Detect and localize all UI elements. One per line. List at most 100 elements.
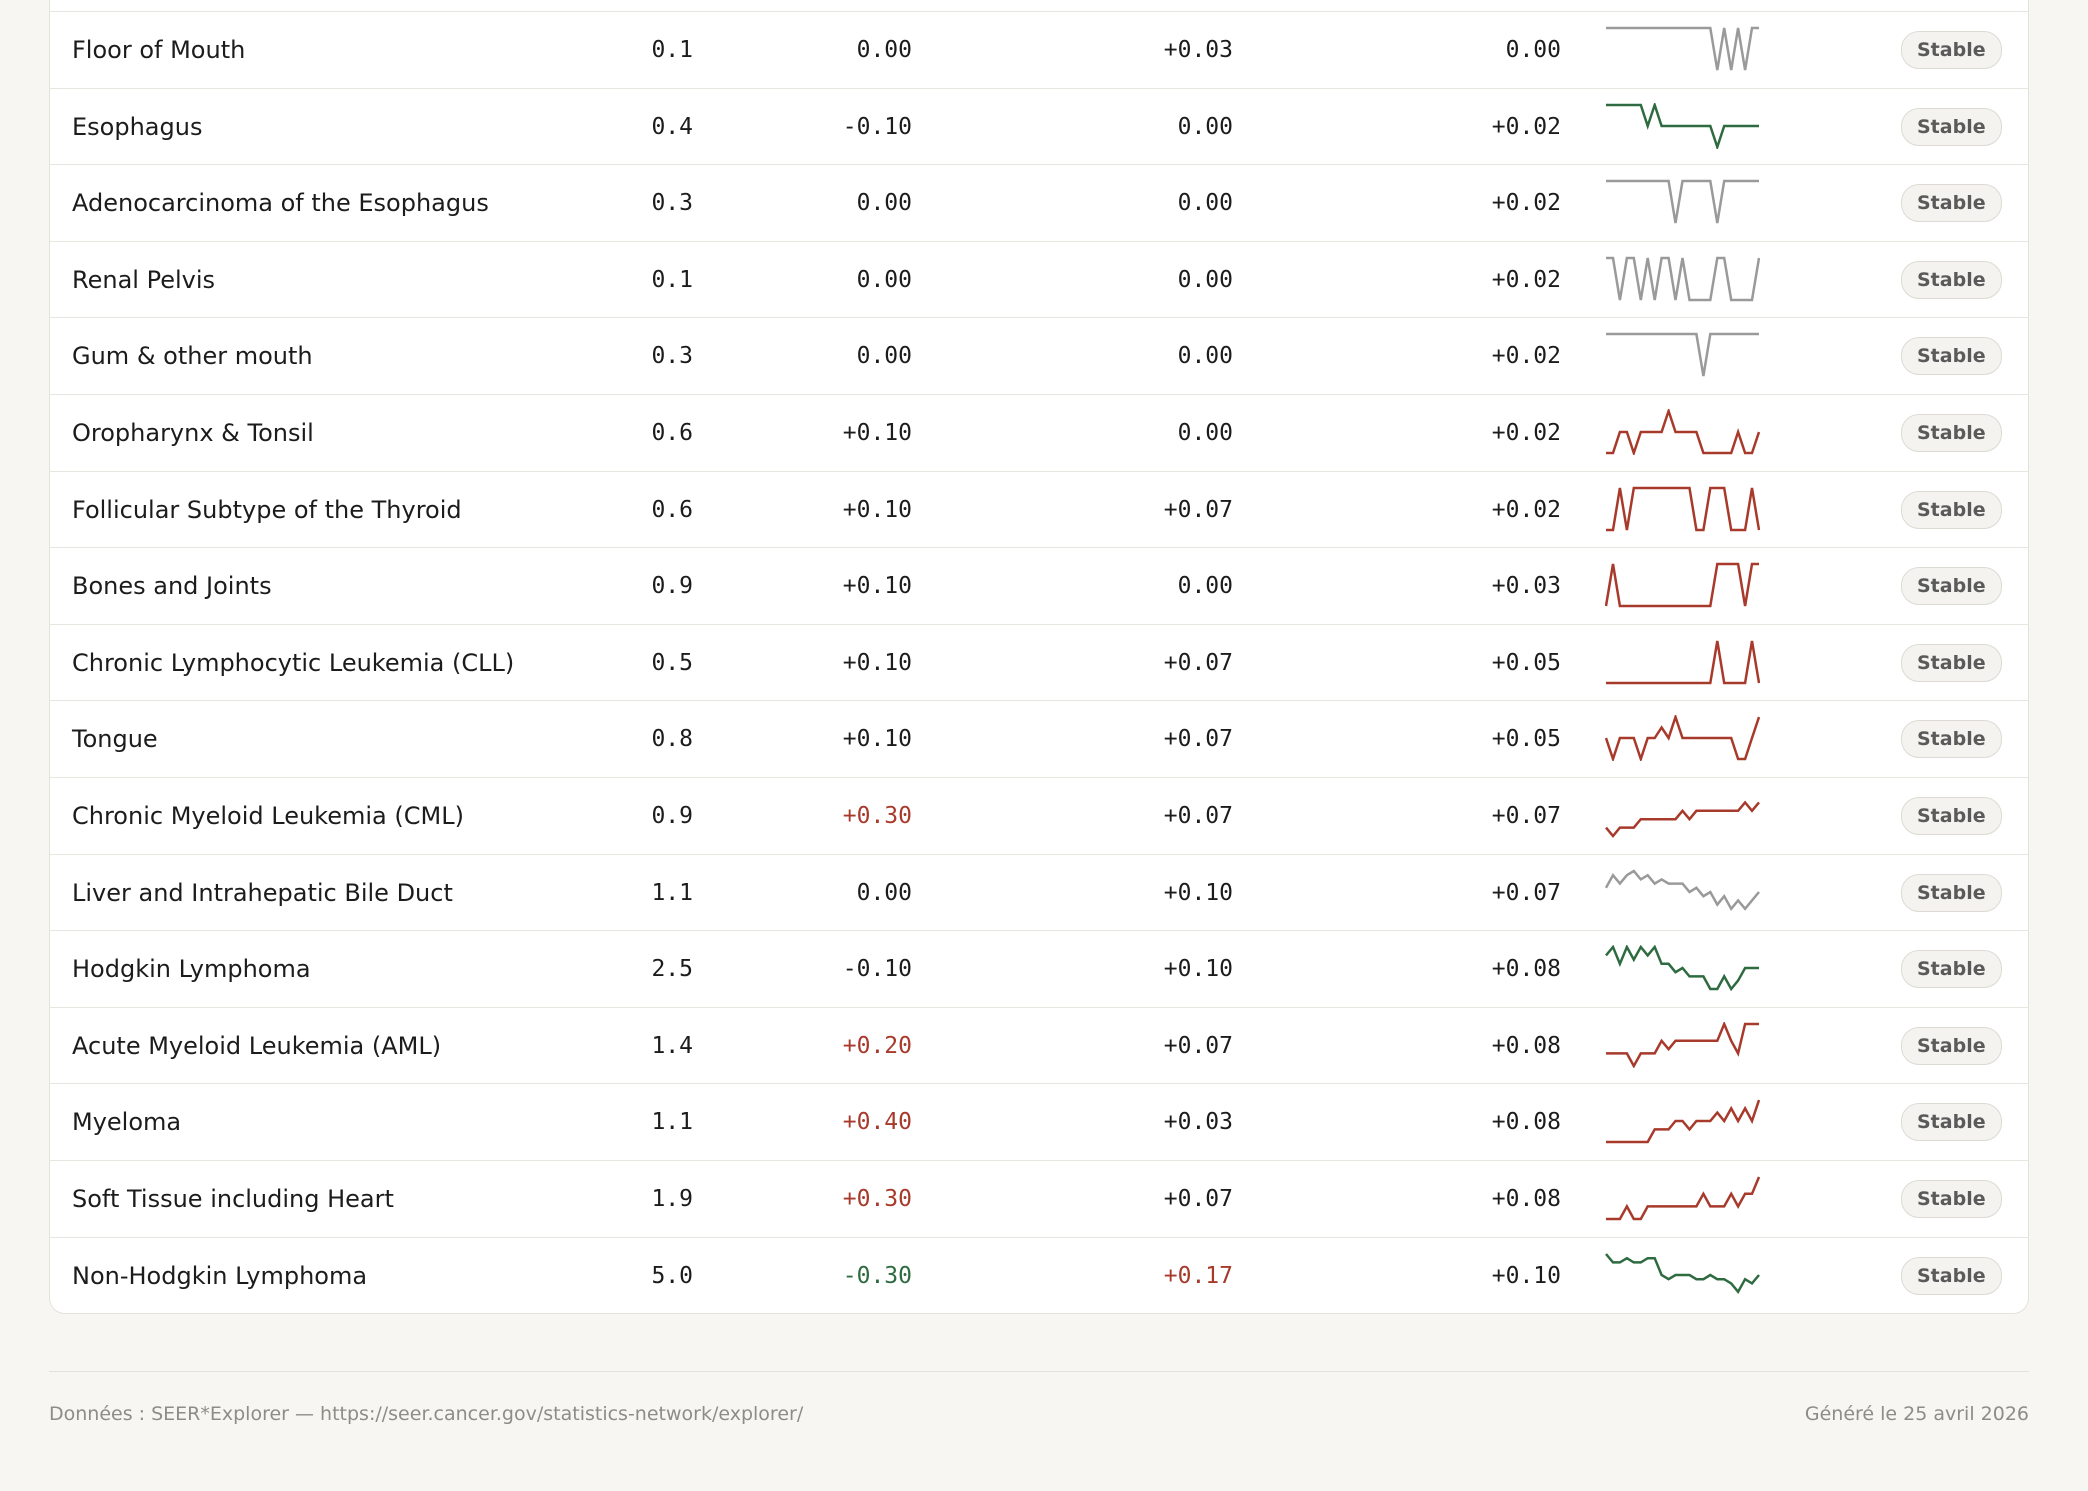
status-badge: Stable [1901,337,2002,376]
status-badge: Stable [1901,873,2002,912]
site-name: Renal Pelvis [72,265,216,294]
status-badge: Stable [1901,1026,2002,1065]
rate-value: 5.0 [651,1262,693,1289]
sparkline [1606,486,1760,531]
variance-value: +0.07 [1491,803,1561,829]
sparkline-series [1605,715,1760,762]
sparkline [1606,102,1759,149]
trend-table: Floor of Mouth 0.1 0.00 +0.03 0.00 Stable Esop… [49,0,2029,1314]
status-badge: Stable [1901,1103,2002,1142]
table-row[interactable]: Esophagus 0.4 -0.10 0.00 +0.02 Stable [50,87,2028,165]
table-row[interactable]: Non-Hodgkin Lymphoma 5.0 -0.30 +0.17 +0.10 St… [50,1236,2028,1313]
rate-value: 0.6 [651,420,693,446]
status-badge: Stable [1901,797,2002,835]
sparkline-series [1606,409,1760,455]
site-name: Hodgkin Lymphoma [72,955,311,984]
rate-value: 1.9 [651,1186,693,1212]
trend-value: +0.07 [1163,649,1233,676]
variance-value: +0.02 [1491,420,1561,446]
status-badge: Stable [1901,107,2002,146]
site-name: Acute Myeloid Leukemia (AML) [72,1031,442,1060]
change-value: 0.00 [856,190,912,217]
sparkline [1605,562,1759,608]
trend-value: 0.00 [1177,420,1233,446]
change-value: +0.20 [842,1032,912,1059]
sparkline-series [1606,486,1760,531]
sparkline [1605,945,1759,992]
variance-value: 0.00 [1505,37,1561,63]
rate-value: 0.1 [651,37,693,63]
sparkline-series [1606,102,1759,149]
status-badge: Stable [1901,1180,2002,1218]
change-value: +0.30 [842,803,912,829]
sparkline [1605,800,1760,838]
site-name: Myeloma [72,1108,182,1137]
table-row[interactable]: Adenocarcinoma of the Esophagus 0.3 0.00 0.… [50,164,2028,241]
sparkline-series [1606,256,1760,302]
table-row[interactable]: Renal Pelvis 0.1 0.00 0.00 +0.02 Stable [50,240,2028,318]
variance-value: +0.08 [1491,1109,1561,1136]
data-source-note: Données : SEER*Explorer — https://seer.c… [49,1403,804,1425]
site-name: Soft Tissue including Heart [72,1185,394,1213]
table-row[interactable]: Liver and Intrahepatic Bile Duct 1.1 0.00 +… [50,853,2028,931]
status-badge: Stable [1901,1256,2002,1295]
sparkline-series [1605,800,1760,838]
sparkline [1606,26,1759,71]
table-row[interactable]: Chronic Myeloid Leukemia (CML) 0.9 +0.30 +0… [50,777,2028,854]
trend-value: +0.10 [1163,956,1233,983]
table-row[interactable]: Bones and Joints 0.9 +0.10 0.00 +0.03 Stable [50,547,2028,624]
sparkline-series [1606,1099,1760,1144]
change-value: -0.30 [842,1262,912,1289]
rate-value: 0.1 [651,266,693,293]
rate-value: 1.4 [651,1032,693,1059]
sparkline-series [1605,868,1760,911]
table-row[interactable]: Gum & other mouth 0.3 0.00 0.00 +0.02 Stable [50,317,2028,394]
trend-value: +0.07 [1163,1186,1233,1212]
trend-value: +0.03 [1163,37,1233,63]
status-badge: Stable [1901,31,2002,69]
change-value: +0.40 [842,1109,912,1136]
rate-value: 0.4 [651,113,693,140]
trend-value: 0.00 [1177,266,1233,293]
rate-value: 0.3 [651,343,693,370]
site-name: Bones and Joints [72,572,272,601]
table-row[interactable]: Acute Myeloid Leukemia (AML) 1.4 +0.20 +0.0… [50,1006,2028,1084]
site-name: Tongue [72,725,158,754]
rate-value: 0.3 [651,190,693,217]
change-value: 0.00 [856,879,912,906]
table-row[interactable]: Hodgkin Lymphoma 2.5 -0.10 +0.10 +0.08 Stable [50,930,2028,1007]
sparkline [1606,179,1759,224]
trend-value: +0.07 [1163,803,1233,829]
table-row[interactable]: Tongue 0.8 +0.10 +0.07 +0.05 Stable [50,700,2028,777]
sparkline-series [1605,1252,1760,1294]
status-badge: Stable [1901,490,2002,529]
site-name: Non-Hodgkin Lymphoma [72,1261,368,1290]
variance-value: +0.08 [1491,1186,1561,1212]
trend-value: +0.07 [1163,726,1233,753]
change-value: 0.00 [856,37,912,63]
table-row[interactable]: Follicular Subtype of the Thyroid 0.6 +0.1… [50,470,2028,548]
sparkline [1605,868,1760,911]
trend-value: 0.00 [1177,573,1233,600]
table-row[interactable]: Soft Tissue including Heart 1.9 +0.30 +0.07… [50,1160,2028,1237]
change-value: 0.00 [856,343,912,370]
site-name: Oropharynx & Tonsil [72,419,314,447]
table-row[interactable]: Myeloma 1.1 +0.40 +0.03 +0.08 Stable [50,1083,2028,1160]
table-row[interactable]: Oropharynx & Tonsil 0.6 +0.10 0.00 +0.02 Stab… [50,394,2028,471]
rate-value: 0.9 [651,573,693,600]
site-name: Esophagus [72,112,203,141]
status-badge: Stable [1901,414,2002,452]
site-name: Chronic Lymphocytic Leukemia (CLL) [72,648,515,677]
rate-value: 0.9 [651,803,693,829]
change-value: +0.10 [842,420,912,446]
sparkline-series [1606,333,1759,377]
table-row[interactable]: Chronic Lymphocytic Leukemia (CLL) 0.5 +0.… [50,623,2028,701]
footer-divider [49,1371,2029,1372]
variance-value: +0.10 [1491,1262,1561,1289]
change-value: +0.10 [842,573,912,600]
table-row[interactable]: Floor of Mouth 0.1 0.00 +0.03 0.00 Stable [50,11,2028,88]
change-value: +0.10 [842,496,912,523]
variance-value: +0.07 [1491,879,1561,906]
sparkline [1606,1099,1760,1144]
generated-date: Généré le 25 avril 2026 [1804,1403,2029,1425]
